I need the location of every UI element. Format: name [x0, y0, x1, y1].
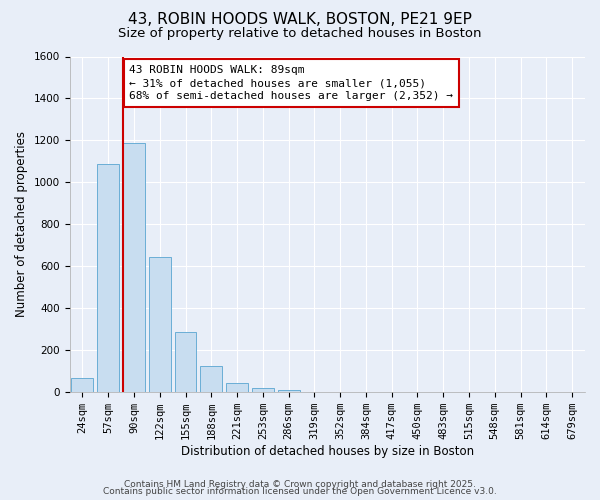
Text: 43, ROBIN HOODS WALK, BOSTON, PE21 9EP: 43, ROBIN HOODS WALK, BOSTON, PE21 9EP	[128, 12, 472, 28]
Bar	[97, 164, 119, 392]
Bar	[226, 384, 248, 392]
Text: Size of property relative to detached houses in Boston: Size of property relative to detached ho…	[118, 28, 482, 40]
Bar	[200, 366, 222, 392]
X-axis label: Distribution of detached houses by size in Boston: Distribution of detached houses by size …	[181, 444, 474, 458]
Bar	[175, 332, 196, 392]
Bar	[149, 256, 170, 392]
Y-axis label: Number of detached properties: Number of detached properties	[15, 131, 28, 317]
Bar	[278, 390, 299, 392]
Text: Contains public sector information licensed under the Open Government Licence v3: Contains public sector information licen…	[103, 487, 497, 496]
Bar	[252, 388, 274, 392]
Text: 43 ROBIN HOODS WALK: 89sqm
← 31% of detached houses are smaller (1,055)
68% of s: 43 ROBIN HOODS WALK: 89sqm ← 31% of deta…	[130, 65, 454, 102]
Bar	[71, 378, 94, 392]
Text: Contains HM Land Registry data © Crown copyright and database right 2025.: Contains HM Land Registry data © Crown c…	[124, 480, 476, 489]
Bar	[123, 144, 145, 392]
